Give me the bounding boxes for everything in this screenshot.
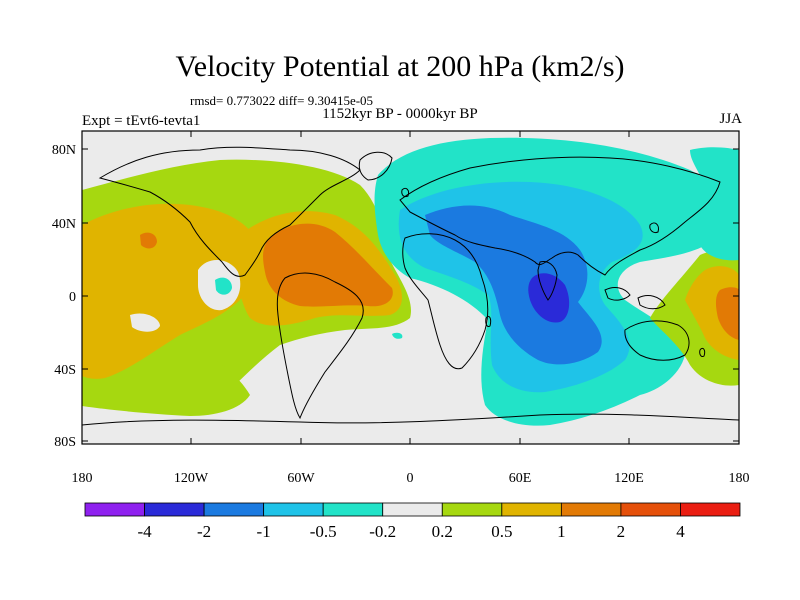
lon-label: 180 [729,471,750,486]
darkblue-core [528,273,570,323]
cyan-spot-pacific [215,277,232,295]
darkorange-core [263,223,393,307]
lon-label: 60W [287,471,315,486]
lon-label: 0 [407,471,414,486]
colorbar-label: 2 [617,522,626,541]
darkorange-east [715,287,739,340]
colorbar-label: 0.2 [432,522,453,541]
stats-label: rmsd= 0.773022 diff= 9.30415e-05 [190,93,374,108]
colorbar-swatch [144,502,205,517]
colorbar-label: -2 [197,522,211,541]
colorbar-swatch [501,502,562,517]
neutral-southwest [130,313,160,332]
lat-label: 0 [69,290,76,305]
colorbar-swatch [441,502,503,517]
longitude-axis: 180 120W 60W 0 60E 120E 180 [72,131,750,486]
lon-label: 120W [174,471,209,486]
colorbar-label: -1 [257,522,271,541]
colorbar: -4 -2 -1 -0.5 -0.2 0.2 0.5 1 2 4 [84,502,741,541]
darkorange-small [140,232,157,249]
lon-label: 60E [509,471,532,486]
colorbar-swatch [84,502,145,517]
colorbar-swatch [620,502,681,517]
colorbar-swatch [382,502,443,517]
lat-label: 40S [54,363,76,378]
colorbar-label: 4 [676,522,685,541]
colorbar-label: -0.5 [310,522,337,541]
lat-label: 80S [54,435,76,450]
experiment-label: Expt = tEvt6-tevta1 [82,113,201,129]
lat-label: 80N [52,143,76,158]
plot-title: Velocity Potential at 200 hPa (km2/s) [175,50,625,83]
colorbar-swatch [263,502,324,517]
colorbar-label: -4 [137,522,152,541]
blue-region [425,205,602,365]
lon-label: 120E [614,471,644,486]
season-label: JJA [719,111,742,127]
colorbar-swatch [680,502,741,517]
lon-label: 180 [72,471,93,486]
coastlines [82,146,739,426]
colorbar-label: 0.5 [491,522,512,541]
colorbar-swatch [322,502,384,517]
latitude-axis: 80N 40N 0 40S 80S [52,143,739,450]
colorbar-label: -0.2 [369,522,396,541]
colorbar-swatch [560,502,622,517]
colorbar-swatch [203,502,265,517]
period-subtitle: 1152kyr BP - 0000kyr BP [322,106,478,122]
lat-label: 40N [52,217,76,232]
contour-field [82,131,739,444]
colorbar-label: 1 [557,522,566,541]
cyan-spot-atlantic [392,332,403,339]
orange-region-west [82,203,262,379]
